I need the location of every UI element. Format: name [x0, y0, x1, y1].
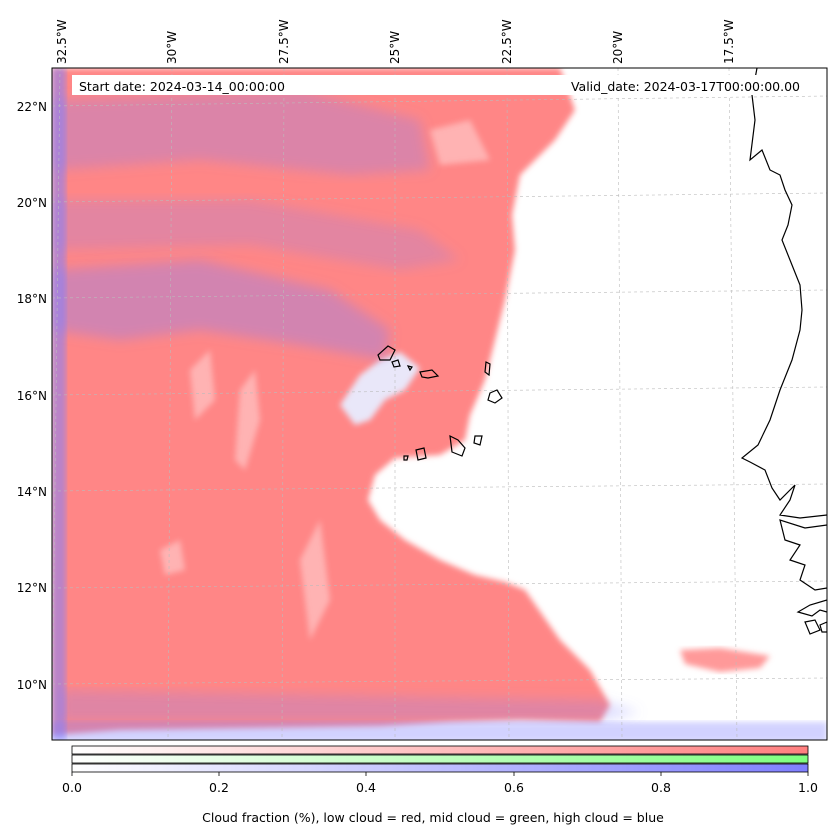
high-cloud-edge: [52, 722, 827, 740]
cloud-texture: [160, 120, 490, 640]
graticule: [52, 68, 827, 740]
high-cloud-band: [52, 260, 390, 360]
high-cloud-edge: [52, 68, 66, 740]
map-panel: [52, 68, 827, 740]
lon-label: 32.5°W: [55, 19, 69, 64]
colorbar-tick: 0.6: [504, 780, 524, 795]
valid-date-label: Valid_date: 2024-03-17T00:00:00.00: [571, 79, 800, 94]
colorbar-tick: 0.2: [209, 780, 229, 795]
lat-label: 16°N: [17, 389, 47, 403]
map-frame: [51, 67, 828, 741]
africa-coastline: [740, 68, 827, 519]
lat-label: 18°N: [17, 292, 47, 306]
high-cloud-band: [52, 200, 460, 270]
africa-coastline: [779, 519, 827, 591]
colorbar-tick: 0.0: [62, 780, 82, 795]
colorbar-mid-cloud: [71, 754, 809, 764]
lat-label: 12°N: [17, 581, 47, 595]
lat-label: 10°N: [17, 678, 47, 692]
latitude-labels: 22°N 20°N 18°N 16°N 14°N 12°N 10°N: [17, 100, 47, 692]
africa-coastline: [804, 619, 827, 635]
cape-verde-islands: [377, 345, 503, 461]
colorbar-low-cloud: [71, 745, 809, 755]
longitude-labels: 32.5°W 30°W 27.5°W 25°W 22.5°W 20°W 17.5…: [55, 19, 736, 64]
lat-label: 14°N: [17, 485, 47, 499]
lon-label: 17.5°W: [722, 19, 736, 64]
africa-coastline: [796, 599, 827, 617]
colorbar-tick: 0.8: [651, 780, 671, 795]
lon-label: 22.5°W: [500, 19, 514, 64]
clear-sky-patch: [340, 352, 420, 425]
date-header-bar: [72, 75, 807, 95]
low-cloud-patch: [680, 648, 770, 672]
colorbar: 0.0 0.2 0.4 0.6 0.8 1.0 Cloud fraction (…: [62, 745, 818, 825]
lon-label: 30°W: [165, 31, 179, 64]
lat-label: 20°N: [17, 196, 47, 210]
lat-label: 22°N: [17, 100, 47, 114]
lon-label: 27.5°W: [277, 19, 291, 64]
lon-label: 25°W: [388, 31, 402, 64]
high-cloud-band: [52, 90, 430, 175]
colorbar-tick: 1.0: [798, 780, 818, 795]
colorbar-tick: 0.4: [356, 780, 376, 795]
colorbar-label: Cloud fraction (%), low cloud = red, mid…: [202, 810, 664, 825]
high-cloud-streak: [60, 690, 640, 722]
colorbar-high-cloud: [71, 763, 809, 773]
lon-label: 20°W: [611, 31, 625, 64]
start-date-label: Start date: 2024-03-14_00:00:00: [79, 79, 285, 94]
